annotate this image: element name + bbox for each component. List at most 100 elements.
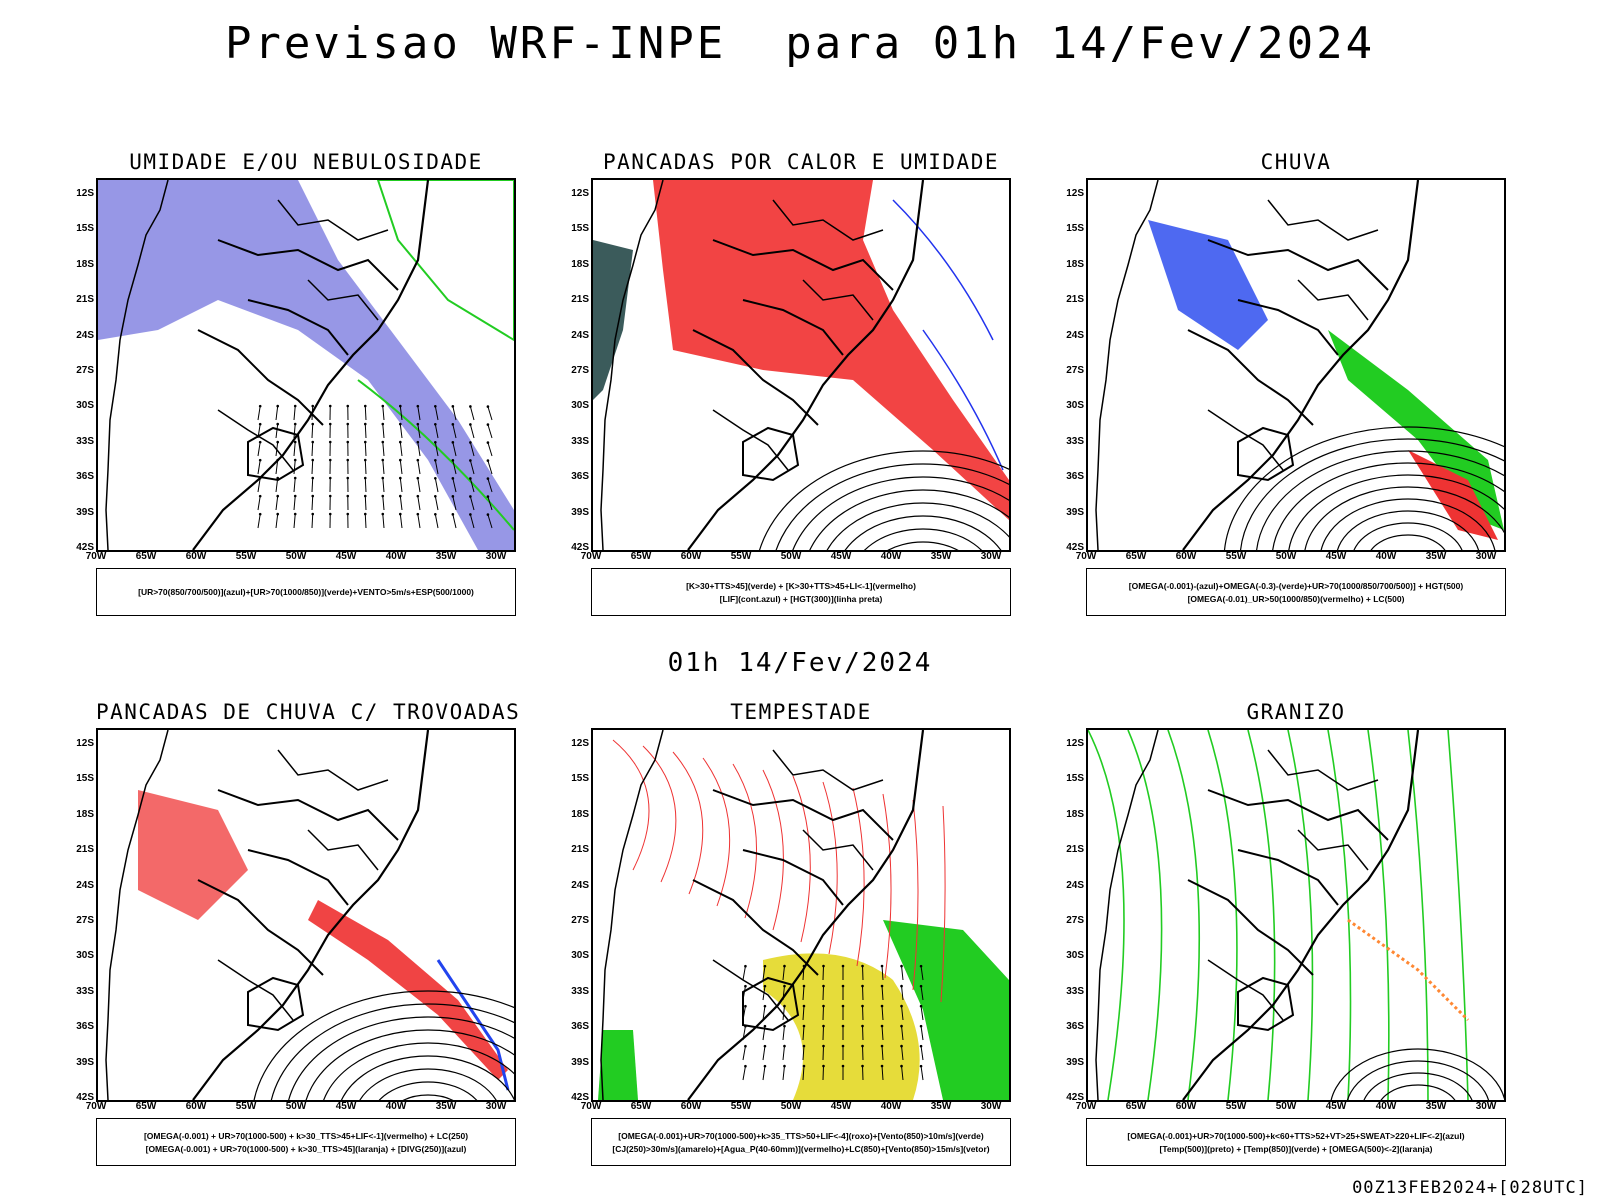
lat-tick-label: 21S xyxy=(1066,294,1084,306)
lon-tick-label: 40W xyxy=(385,551,407,562)
wind-vector-head xyxy=(880,1024,884,1028)
wind-vector xyxy=(762,966,766,981)
wind-vector-head xyxy=(861,1044,864,1048)
lat-tick-label: 12S xyxy=(76,188,94,199)
wind-vector xyxy=(881,965,884,981)
lon-tick-label: 50W xyxy=(285,1101,307,1112)
legend-line: [OMEGA(-0.001)-(azul)+OMEGA(-0.3)-(verde… xyxy=(1128,580,1464,591)
wind-vector xyxy=(920,1026,924,1041)
lon-tick-label: 40W xyxy=(1375,1101,1397,1112)
wind-vector xyxy=(434,424,439,439)
wind-vector xyxy=(382,478,385,493)
lc250-contour-3 xyxy=(340,1055,514,1100)
lat-tick-label: 42S xyxy=(1066,542,1084,553)
wind-vector-head xyxy=(744,984,747,988)
country-borders xyxy=(712,199,884,471)
wind-vector xyxy=(901,1006,904,1021)
lon-tick-label: 55W xyxy=(730,551,752,562)
hgt500-contour-0 xyxy=(1370,534,1446,550)
wind-vector-head xyxy=(293,422,297,426)
wind-vector-head xyxy=(802,1064,806,1068)
map-frame xyxy=(1086,178,1506,552)
wind-vector-head xyxy=(416,404,420,408)
wind-vector xyxy=(382,460,385,475)
storm-area-red xyxy=(308,900,508,1080)
lon-tick-label: 60W xyxy=(680,1101,702,1112)
panel-title: PANCADAS DE CHUVA C/ TROVOADAS xyxy=(96,700,521,724)
wind-vector-head xyxy=(486,423,490,426)
lon-tick-label: 45W xyxy=(335,551,357,562)
wind-vector-head xyxy=(900,984,903,988)
lat-tick-label: 15S xyxy=(76,773,94,785)
wind-vector xyxy=(469,514,475,529)
lon-tick-label: 30W xyxy=(980,551,1002,562)
lat-tick-label: 24S xyxy=(571,879,589,891)
legend-line: [OMEGA(-0.001)+UR>70(1000-500)+k<60+TTS>… xyxy=(1127,1130,1465,1141)
lc250-contour-6 xyxy=(288,1016,514,1100)
temp500-contour-0 xyxy=(1380,1084,1456,1100)
wind-vector-head xyxy=(841,1064,845,1068)
lc250-contour-2 xyxy=(359,1068,497,1100)
wind-vector xyxy=(257,460,261,475)
wind-vector-head xyxy=(311,440,315,444)
lc250-contour-7 xyxy=(270,1003,514,1100)
wind-vector xyxy=(293,424,296,439)
wind-vector xyxy=(434,460,439,475)
lat-tick-label: 30S xyxy=(1066,950,1084,962)
wind-vector xyxy=(417,478,421,493)
lat-tick-label: 30S xyxy=(571,400,589,412)
wind-vector-head xyxy=(783,1004,786,1008)
wind-vector xyxy=(399,442,403,457)
water-contour-red xyxy=(940,805,946,1003)
wind-vector-head xyxy=(802,984,806,988)
wind-vector-head xyxy=(451,459,455,462)
lat-tick-label: 33S xyxy=(1066,435,1084,447)
wind-vector xyxy=(364,405,367,421)
uruguay-outline xyxy=(247,426,305,482)
legend-line: [UR>70(850/700/500)](azul)+[UR>70(1000/8… xyxy=(138,587,474,597)
wind-vector-head xyxy=(451,495,455,498)
wind-vector xyxy=(452,424,457,439)
wind-vector-head xyxy=(363,494,367,498)
wind-vector xyxy=(364,513,367,529)
wind-vector-head xyxy=(276,512,280,516)
wind-vector-head xyxy=(328,512,332,516)
wind-vector xyxy=(311,459,314,475)
panel-legend: [OMEGA(-0.001)+UR>70(1000-500)+k>35_TTS>… xyxy=(591,1118,1011,1166)
wind-vector-head xyxy=(381,422,385,426)
lat-tick-label: 42S xyxy=(76,542,94,553)
wind-vector-head xyxy=(783,1044,786,1048)
wind-vector-head xyxy=(861,964,864,968)
hgt300-contour-1 xyxy=(887,541,959,550)
lat-tick-label: 21S xyxy=(571,844,589,856)
lon-tick-label: 70W xyxy=(85,1101,107,1112)
lon-tick-label: 65W xyxy=(630,551,652,562)
wind-vector-head xyxy=(311,422,315,426)
lon-tick-label: 50W xyxy=(780,1101,802,1112)
wind-vector-head xyxy=(328,440,332,444)
wind-vector xyxy=(920,1006,924,1021)
wind-vector-head xyxy=(293,512,297,516)
wind-vector-head xyxy=(919,1024,923,1028)
water-contour-red xyxy=(732,763,757,919)
lon-tick-label: 35W xyxy=(1425,551,1447,562)
lat-tick-label: 18S xyxy=(76,258,94,270)
divg-area-blue xyxy=(436,959,510,1091)
wind-vector-head xyxy=(919,984,923,988)
wind-vector-head xyxy=(311,404,315,408)
wind-vector-head xyxy=(363,512,367,516)
water-contour-red xyxy=(642,745,677,883)
wind-vector xyxy=(742,1046,746,1061)
lat-tick-label: 36S xyxy=(1066,1021,1084,1033)
lon-tick-label: 50W xyxy=(285,551,307,562)
temp850-contour-green xyxy=(1367,730,1390,1100)
lon-tick-label: 55W xyxy=(1225,551,1247,562)
wind-vector xyxy=(311,477,314,493)
wind-vector-head xyxy=(398,476,402,480)
wind-vector-head xyxy=(822,1004,825,1008)
wind-vector-head xyxy=(783,1024,786,1028)
main-title: Previsao WRF-INPE para 01h 14/Fev/2024 xyxy=(224,18,1376,69)
wind-vector xyxy=(311,441,314,457)
wind-vector xyxy=(434,478,439,493)
wind-vector-head xyxy=(416,494,420,498)
